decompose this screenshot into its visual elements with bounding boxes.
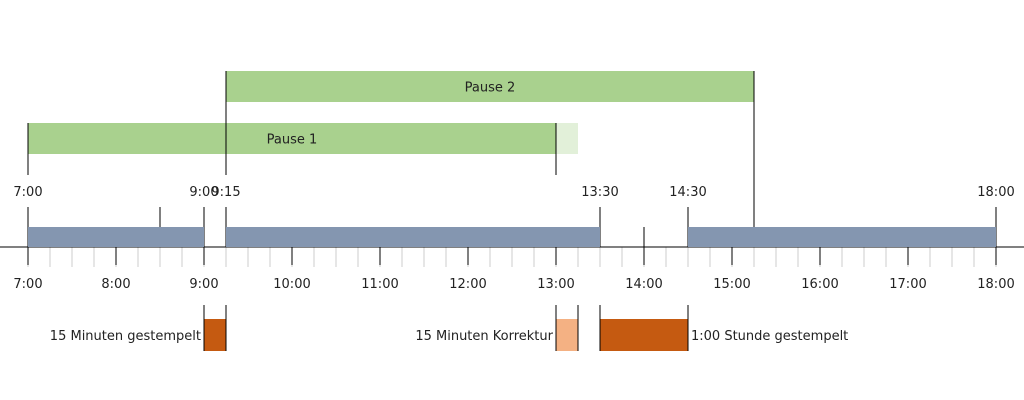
axis-hour-label: 17:00 [889, 277, 926, 292]
axis-hour-label: 15:00 [713, 277, 750, 292]
work-segment-bar [28, 227, 204, 247]
segment-time-labels: 7:00 9:009:15 13:30 14:30 18:00 [13, 185, 1014, 200]
axis-hour-labels: 7:00 8:00 9:00 10:00 11:00 12:00 13:00 14:00 15:… [13, 277, 1014, 292]
axis-hour-label: 10:00 [273, 277, 310, 292]
pause-label: Pause 1 [267, 133, 318, 148]
stamp-block-label: 1:00 Stunde gestempelt [691, 329, 848, 344]
segment-time-label: 18:00 [977, 185, 1014, 200]
stamp-block [600, 319, 688, 351]
pause-bar [28, 123, 556, 154]
work-segments [28, 227, 996, 247]
axis-hour-label: 9:00 [189, 277, 218, 292]
segment-time-label: 9:15 [211, 185, 240, 200]
pause-label: Pause 2 [465, 81, 516, 96]
axis-hour-label: 8:00 [101, 277, 130, 292]
segment-time-label: 14:30 [669, 185, 706, 200]
axis-hour-label: 14:00 [625, 277, 662, 292]
work-segment-bar [226, 227, 600, 247]
axis-hour-label: 18:00 [977, 277, 1014, 292]
pause-extension-bar [556, 123, 578, 154]
axis-hour-label: 13:00 [537, 277, 574, 292]
segment-time-label: 13:30 [581, 185, 618, 200]
axis-hour-label: 12:00 [449, 277, 486, 292]
stamp-block [556, 319, 578, 351]
segment-time-label: 9:00 [189, 185, 218, 200]
axis-hour-label: 11:00 [361, 277, 398, 292]
segment-time-label: 7:00 [13, 185, 42, 200]
stamp-block [204, 319, 226, 351]
stamp-blocks: 15 Minuten gestempelt 15 Minuten Korrektu… [50, 305, 848, 351]
work-segment-bar [688, 227, 996, 247]
axis-hour-label: 16:00 [801, 277, 838, 292]
stamp-block-label: 15 Minuten gestempelt [50, 329, 201, 344]
pause-bars: Pause 1 Pause 2 [27, 71, 755, 227]
axis-hour-label: 7:00 [13, 277, 42, 292]
stamp-block-label: 15 Minuten Korrektur [415, 329, 553, 344]
minor-ticks [27, 247, 997, 267]
pause-bar [226, 71, 754, 102]
